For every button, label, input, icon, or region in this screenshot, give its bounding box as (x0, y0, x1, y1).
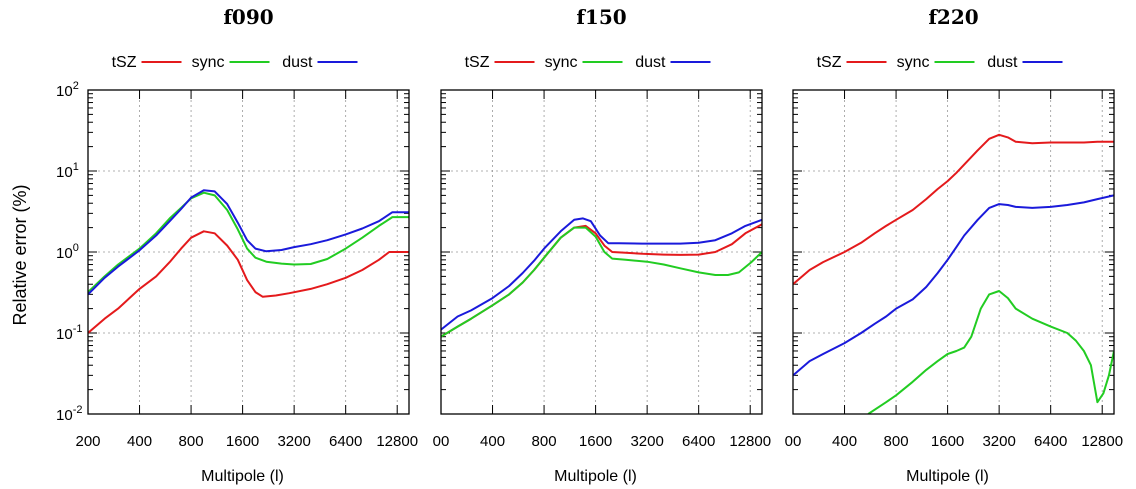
x-tick-label: 3200 (630, 433, 663, 450)
panel-title: f220 (928, 5, 978, 29)
series-line-sync (88, 191, 409, 293)
x-tick-label: 00 (433, 433, 450, 450)
series-line-sync (441, 226, 762, 338)
y-axis-label: Relative error (%) (10, 184, 30, 325)
series-line-sync (867, 290, 1114, 414)
panel-f090: f090 tSZ sync dust 200 400 800 1600 3200 6400 1280… (56, 5, 418, 485)
legend-label-sync: sync (192, 54, 225, 71)
x-tick-label: 6400 (329, 433, 362, 450)
x-tick-label: 3200 (277, 433, 310, 450)
x-axis-label: Multipole (l) (201, 468, 284, 485)
x-tick-label: 400 (480, 433, 505, 450)
x-tick-label: 12800 (1081, 433, 1123, 450)
y-tick-label: 101 (56, 161, 79, 181)
x-tick-label: 400 (832, 433, 857, 450)
x-tick-label: 6400 (682, 433, 715, 450)
x-tick-label: 800 (884, 433, 909, 450)
x-axis-label: Multipole (l) (554, 468, 637, 485)
legend-label-dust: dust (282, 54, 313, 71)
legend-label-sync: sync (897, 54, 930, 71)
x-tick-label: 800 (532, 433, 557, 450)
x-tick-label: 1600 (931, 433, 964, 450)
y-tick-label: 102 (56, 80, 79, 100)
x-tick-label: 12800 (729, 433, 771, 450)
series-group (441, 217, 762, 338)
x-axis-label: Multipole (l) (906, 468, 989, 485)
panel-title: f150 (576, 5, 626, 29)
legend-label-tSZ: tSZ (112, 54, 137, 71)
panel-f150: f150 tSZ sync dust 00 400 800 1600 3200 6400 12800… (433, 5, 771, 485)
y-tick-label: 10-2 (56, 404, 82, 424)
series-line-dust (88, 189, 409, 296)
x-tick-label: 6400 (1034, 433, 1067, 450)
x-tick-label: 3200 (982, 433, 1015, 450)
panel-f220: f220 tSZ sync dust 00 400 800 1600 3200 6400 12800… (785, 5, 1123, 485)
y-tick-label: 10-1 (56, 323, 82, 343)
legend-label-tSZ: tSZ (465, 54, 490, 71)
panel-title: f090 (223, 5, 273, 29)
legend-label-dust: dust (987, 54, 1018, 71)
x-tick-label: 00 (785, 433, 802, 450)
plot-frame (440, 89, 763, 415)
x-tick-label: 1600 (579, 433, 612, 450)
x-tick-label: 400 (127, 433, 152, 450)
plot-frame (792, 89, 1115, 415)
legend-label-tSZ: tSZ (817, 54, 842, 71)
series-group (88, 189, 409, 334)
x-tick-label: 800 (179, 433, 204, 450)
legend-label-dust: dust (635, 54, 666, 71)
series-line-dust (441, 217, 762, 331)
plot-frame (87, 89, 410, 415)
x-tick-label: 12800 (376, 433, 418, 450)
series-group (793, 133, 1114, 414)
x-tick-label: 200 (75, 433, 100, 450)
series-line-tSZ (88, 230, 409, 334)
y-tick-label: 100 (56, 242, 79, 262)
series-line-tSZ (793, 133, 1114, 285)
legend-label-sync: sync (545, 54, 578, 71)
x-tick-label: 1600 (226, 433, 259, 450)
series-line-dust (793, 194, 1114, 377)
